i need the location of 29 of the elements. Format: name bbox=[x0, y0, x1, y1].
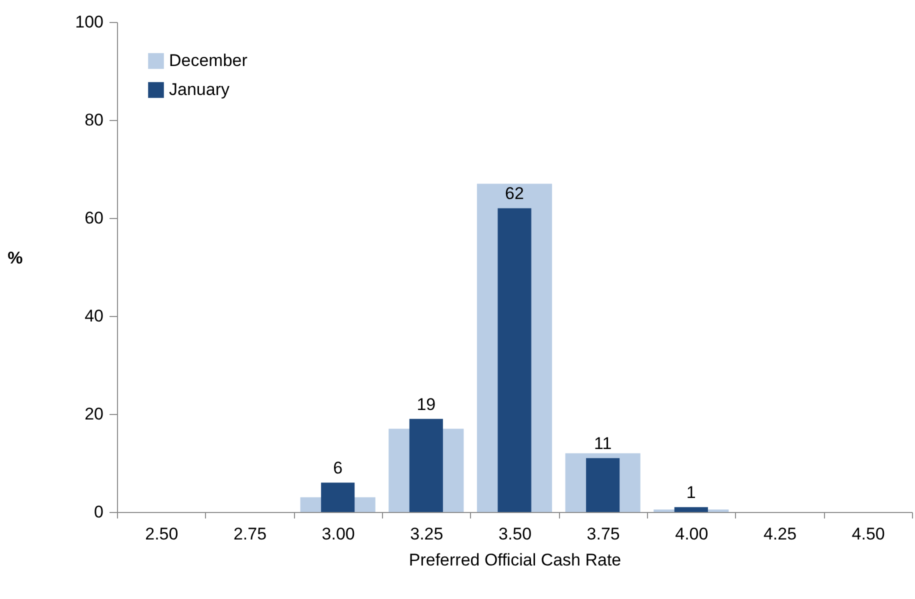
x-tick-label: 2.75 bbox=[233, 524, 267, 544]
bar bbox=[321, 482, 355, 512]
y-tick-label: 0 bbox=[94, 502, 104, 522]
x-tick-label: 4.50 bbox=[852, 524, 885, 544]
x-tick-label: 2.50 bbox=[145, 524, 178, 544]
x-tick-label: 4.25 bbox=[763, 524, 797, 544]
x-tick-label: 3.75 bbox=[586, 524, 620, 544]
y-tick-label: 20 bbox=[84, 404, 104, 424]
y-tick-label: 40 bbox=[84, 306, 104, 326]
data-label: 11 bbox=[594, 434, 612, 454]
x-tick-label: 3.50 bbox=[498, 524, 532, 544]
data-label: 6 bbox=[333, 458, 343, 478]
y-tick-label: 60 bbox=[84, 208, 104, 228]
data-label: 1 bbox=[686, 483, 696, 502]
x-tick-label: 3.25 bbox=[410, 524, 444, 544]
bar bbox=[409, 418, 443, 512]
x-axis-title: Preferred Official Cash Rate bbox=[408, 550, 622, 570]
y-tick-label: 80 bbox=[84, 110, 104, 130]
bar bbox=[674, 507, 708, 512]
legend-label: December bbox=[169, 51, 248, 70]
data-label: 19 bbox=[416, 394, 436, 414]
y-tick-label: 100 bbox=[75, 12, 104, 32]
x-tick-label: 4.00 bbox=[675, 524, 708, 544]
x-tick-label: 3.00 bbox=[322, 524, 355, 544]
bar bbox=[586, 458, 620, 512]
legend-label: January bbox=[169, 80, 230, 99]
data-label: 62 bbox=[505, 184, 524, 204]
bar bbox=[498, 208, 532, 512]
y-axis-title: % bbox=[8, 248, 23, 268]
